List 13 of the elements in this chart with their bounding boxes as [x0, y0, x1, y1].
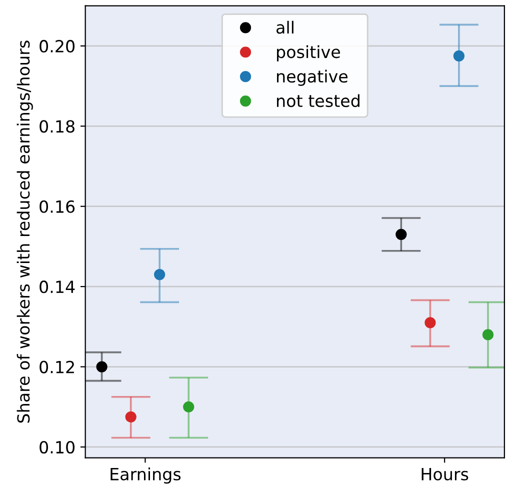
y-tick-label: 0.10	[40, 440, 75, 454]
y-tick-label: 0.20	[40, 40, 75, 53]
y-tick-label: 0.18	[40, 120, 74, 133]
legend-label: not tested	[277, 94, 360, 108]
x-tick-label: Hours	[422, 468, 468, 480]
legend-label: negative	[277, 70, 348, 86]
y-tick-label: 0.16	[40, 200, 75, 213]
y-tick-label: 0.12	[40, 360, 74, 374]
y-tick-label: 0.14	[40, 280, 75, 294]
legend-label: positive	[277, 45, 340, 62]
y-axis-title: Share of workers with reduced earnings/hours	[16, 40, 33, 423]
x-tick-label: Earnings	[110, 468, 181, 484]
legend-label: all	[276, 20, 294, 34]
